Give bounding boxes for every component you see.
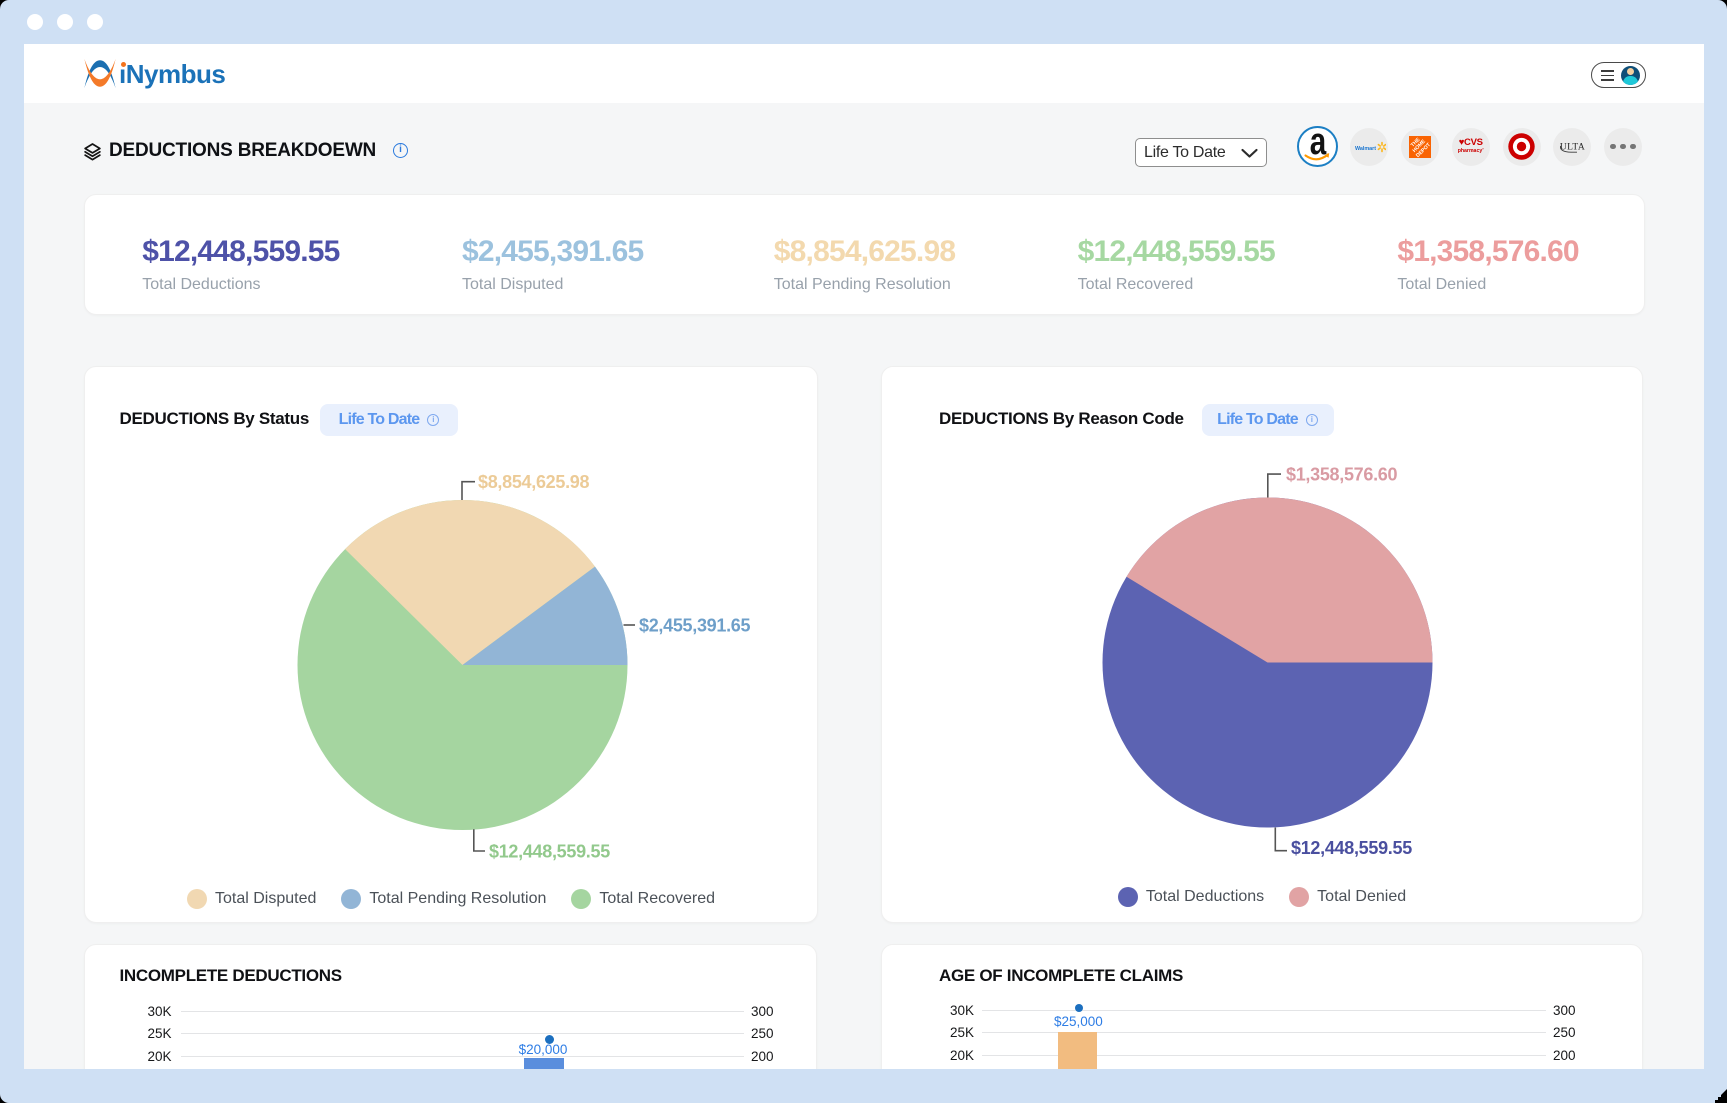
svg-text:$2,455,391.65: $2,455,391.65 — [639, 615, 750, 635]
svg-text:$1,358,576.60: $1,358,576.60 — [1286, 465, 1397, 485]
svg-text:$12,448,559.55: $12,448,559.55 — [489, 841, 610, 861]
svg-text:a: a — [1310, 129, 1327, 163]
svg-text:$8,854,625.98: $8,854,625.98 — [478, 472, 589, 492]
svg-text:$12,448,559.55: $12,448,559.55 — [1291, 838, 1412, 858]
svg-text:ULTA: ULTA — [1560, 142, 1585, 152]
svg-text:Walmart: Walmart — [1355, 146, 1376, 152]
